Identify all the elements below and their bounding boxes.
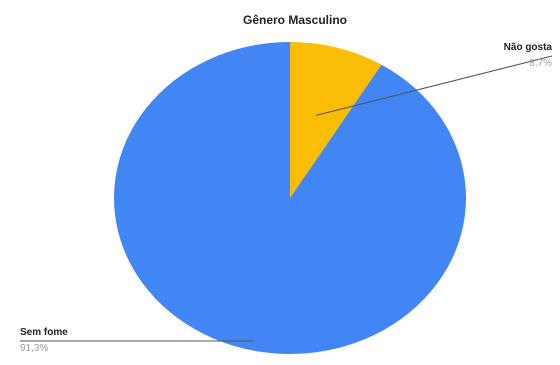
slice-label: Não gosta (504, 42, 553, 53)
pie-slices (113, 42, 467, 354)
slice-label: Sem fome (20, 327, 68, 338)
pie-slice-sem-fome (113, 42, 467, 354)
pie-slice-n-o-gosta (290, 42, 382, 198)
slice-percent-label: 8,7% (529, 58, 552, 69)
chart-title: Gênero Masculino (243, 13, 347, 27)
leader-line (316, 55, 553, 116)
slice-labels: Não gosta 8,7% Sem fome 91,3% (20, 42, 552, 354)
slice-percent-label: 91,3% (20, 343, 48, 354)
